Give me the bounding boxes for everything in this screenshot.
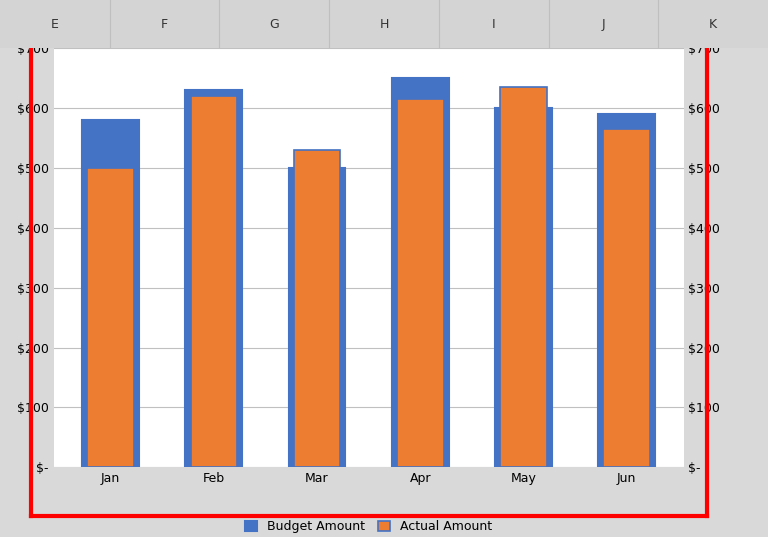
- Bar: [392, 78, 449, 467]
- Bar: [293, 150, 340, 467]
- Legend: Budget Amount, Actual Amount: Budget Amount, Actual Amount: [240, 516, 498, 537]
- Bar: [82, 120, 139, 467]
- Title: Chart Title: Chart Title: [310, 18, 427, 39]
- Bar: [185, 90, 242, 467]
- Text: E: E: [51, 18, 59, 31]
- Text: I: I: [492, 18, 495, 31]
- Bar: [190, 96, 237, 467]
- Text: H: H: [379, 18, 389, 31]
- Bar: [397, 99, 444, 467]
- Text: G: G: [270, 18, 279, 31]
- Text: J: J: [601, 18, 605, 31]
- Bar: [289, 168, 346, 467]
- Text: K: K: [709, 18, 717, 31]
- Bar: [88, 168, 134, 467]
- Bar: [598, 114, 655, 467]
- Bar: [604, 129, 650, 467]
- Bar: [495, 108, 552, 467]
- Text: F: F: [161, 18, 168, 31]
- Bar: [500, 87, 547, 467]
